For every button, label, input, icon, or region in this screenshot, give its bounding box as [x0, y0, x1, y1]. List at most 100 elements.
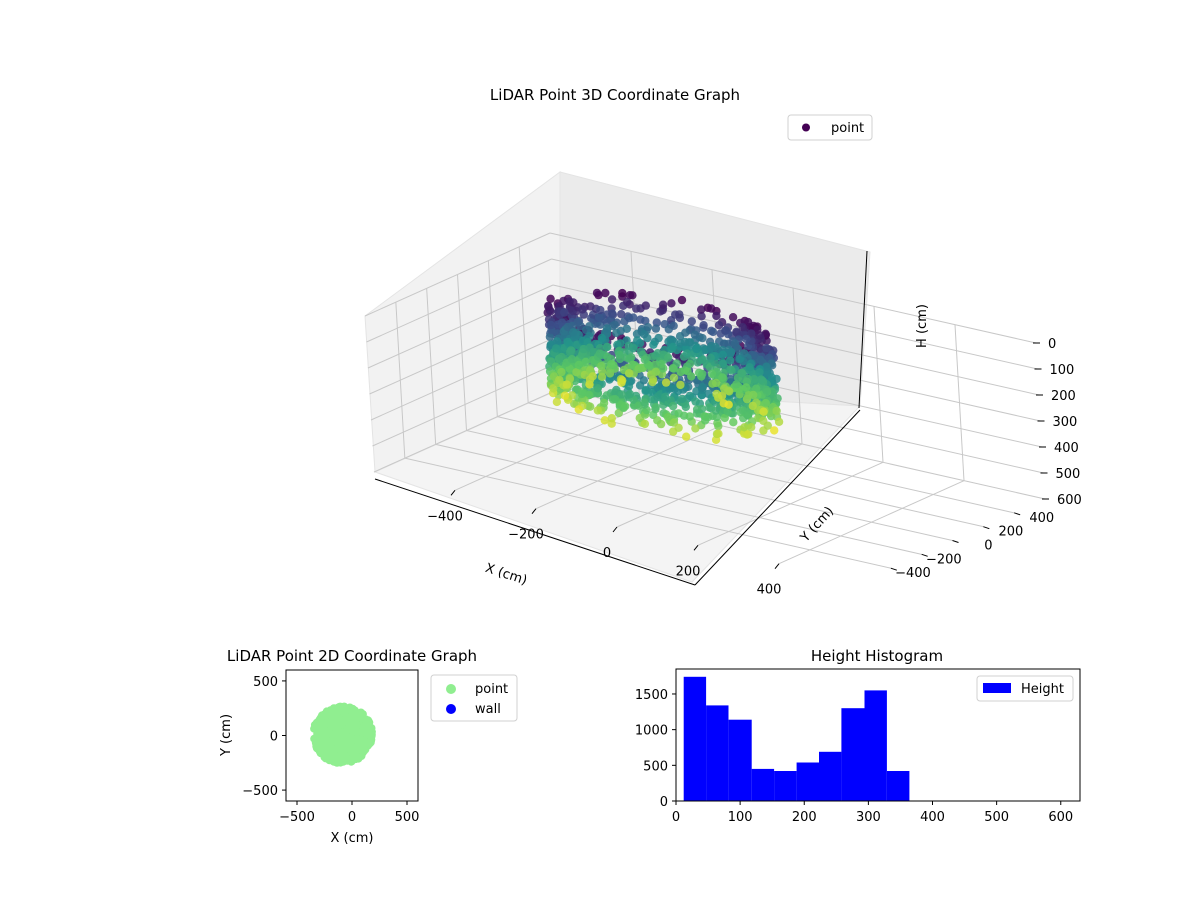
lidar-point-3d: [682, 432, 691, 441]
lidar-point-3d: [622, 324, 631, 333]
legend-2d-marker-wall: [446, 704, 456, 714]
lidar-point-3d: [602, 324, 612, 333]
lidar-point-3d: [555, 375, 564, 384]
lidar-point-3d: [565, 297, 574, 306]
lidar-point-3d: [617, 390, 626, 399]
lidar-point-3d: [545, 332, 555, 342]
histogram-frame: [675, 668, 1081, 802]
x-tick-3d: [774, 563, 780, 569]
lidar-point-3d: [722, 326, 731, 335]
lidar-point-3d: [661, 392, 670, 401]
lidar-point-2d: [326, 720, 335, 729]
histogram-bars: [683, 676, 910, 801]
lidar-point-2d: [310, 734, 319, 743]
lidar-point-3d: [741, 383, 751, 392]
lidar-point-3d: [732, 327, 741, 336]
x-axis-line: [374, 478, 696, 586]
lidar-point-3d: [711, 342, 720, 351]
lidar-point-3d: [562, 380, 572, 389]
lidar-point-3d: [707, 304, 716, 313]
y-axis-label-2d: Y (cm): [219, 714, 234, 757]
lidar-point-3d: [774, 417, 784, 426]
lidar-point-3d: [726, 348, 736, 357]
lidar-point-3d: [669, 373, 679, 382]
y-tick-3d: [890, 567, 897, 571]
y-tick-label-histogram: 1500: [635, 688, 668, 703]
lidar-point-3d: [572, 368, 581, 377]
lidar-point-3d: [618, 288, 627, 298]
lidar-point-3d: [753, 325, 762, 334]
lidar-point-3d: [653, 416, 662, 425]
lidar-point-3d: [600, 416, 609, 425]
lidar-point-3d: [608, 309, 617, 318]
lidar-point-3d: [762, 343, 771, 353]
lidar-point-2d: [349, 723, 358, 732]
grid-back-z-line: [551, 258, 1038, 370]
lidar-point-3d: [755, 368, 764, 377]
y-tick-3d: [1014, 512, 1021, 516]
y-tick-label-3d: 0: [984, 539, 992, 554]
grid-back-z-line: [554, 310, 1041, 422]
lidar-point-3d: [749, 390, 758, 400]
ticks-histogram: 0 100 200 300 400 500 600 0 500 1000 1500: [635, 688, 1073, 825]
y-tick-label-2d: 0: [270, 730, 278, 745]
lidar-point-3d: [720, 413, 729, 423]
lidar-point-3d: [743, 317, 753, 327]
lidar-point-2d: [348, 711, 357, 720]
lidar-point-2d: [333, 753, 342, 762]
legend-3d-label: point: [831, 121, 864, 136]
lidar-point-3d: [654, 333, 663, 343]
lidar-point-3d: [737, 368, 746, 378]
x-tick-label-3d: 200: [676, 564, 701, 579]
lidar-point-3d: [713, 418, 722, 428]
lidar-point-3d: [762, 368, 772, 377]
grid-floor-y-line: [466, 430, 953, 541]
y-tick-label-3d: −400: [895, 566, 931, 581]
lidar-point-3d: [567, 391, 577, 400]
lidar-point-3d: [694, 368, 704, 377]
x-tick-label-2d: 0: [348, 810, 356, 825]
lidar-point-3d: [640, 419, 650, 429]
grid-left-z-line: [373, 388, 560, 473]
lidar-point-2d: [332, 712, 341, 721]
lidar-point-3d: [640, 355, 650, 364]
y-axis-line: [694, 409, 861, 586]
lidar-point-3d: [745, 363, 754, 372]
lidar-point-3d: [624, 341, 633, 350]
y-tick-label-histogram: 500: [643, 759, 668, 774]
lidar-point-3d: [551, 344, 561, 353]
lidar-point-3d: [759, 416, 768, 425]
chart-2d-title: LiDAR Point 2D Coordinate Graph: [227, 647, 477, 665]
lidar-point-3d: [752, 384, 761, 393]
y-tick-3d: [983, 526, 990, 530]
points-2d: [310, 702, 376, 767]
grid-floor-y-line: [435, 443, 922, 555]
lidar-point-3d: [685, 412, 694, 421]
lidar-point-3d: [627, 353, 636, 362]
lidar-point-3d: [692, 344, 701, 354]
y-tick-label-histogram: 0: [660, 795, 668, 810]
lidar-point-3d: [762, 362, 771, 371]
x-tick-label-3d: −400: [427, 509, 463, 524]
lidar-point-3d: [676, 380, 685, 390]
lidar-point-3d: [677, 295, 687, 305]
lidar-point-3d: [552, 397, 562, 407]
lidar-point-2d: [338, 704, 347, 713]
lidar-point-3d: [744, 430, 753, 439]
x-axis-label-2d: X (cm): [331, 831, 374, 846]
lidar-point-3d: [706, 353, 715, 363]
lidar-point-3d: [668, 401, 678, 411]
lidar-point-3d: [674, 409, 683, 418]
lidar-point-3d: [573, 317, 583, 327]
lidar-point-2d: [361, 716, 370, 724]
lidar-point-2d: [354, 743, 363, 752]
lidar-point-2d: [339, 757, 348, 766]
lidar-point-3d: [685, 338, 695, 347]
lidar-point-3d: [578, 387, 587, 396]
lidar-point-3d: [692, 405, 702, 414]
lidar-point-3d: [563, 337, 572, 347]
lidar-point-3d: [718, 359, 728, 369]
lidar-point-3d: [651, 403, 660, 412]
lidar-point-3d: [740, 423, 749, 432]
x-tick-3d: [450, 490, 456, 496]
